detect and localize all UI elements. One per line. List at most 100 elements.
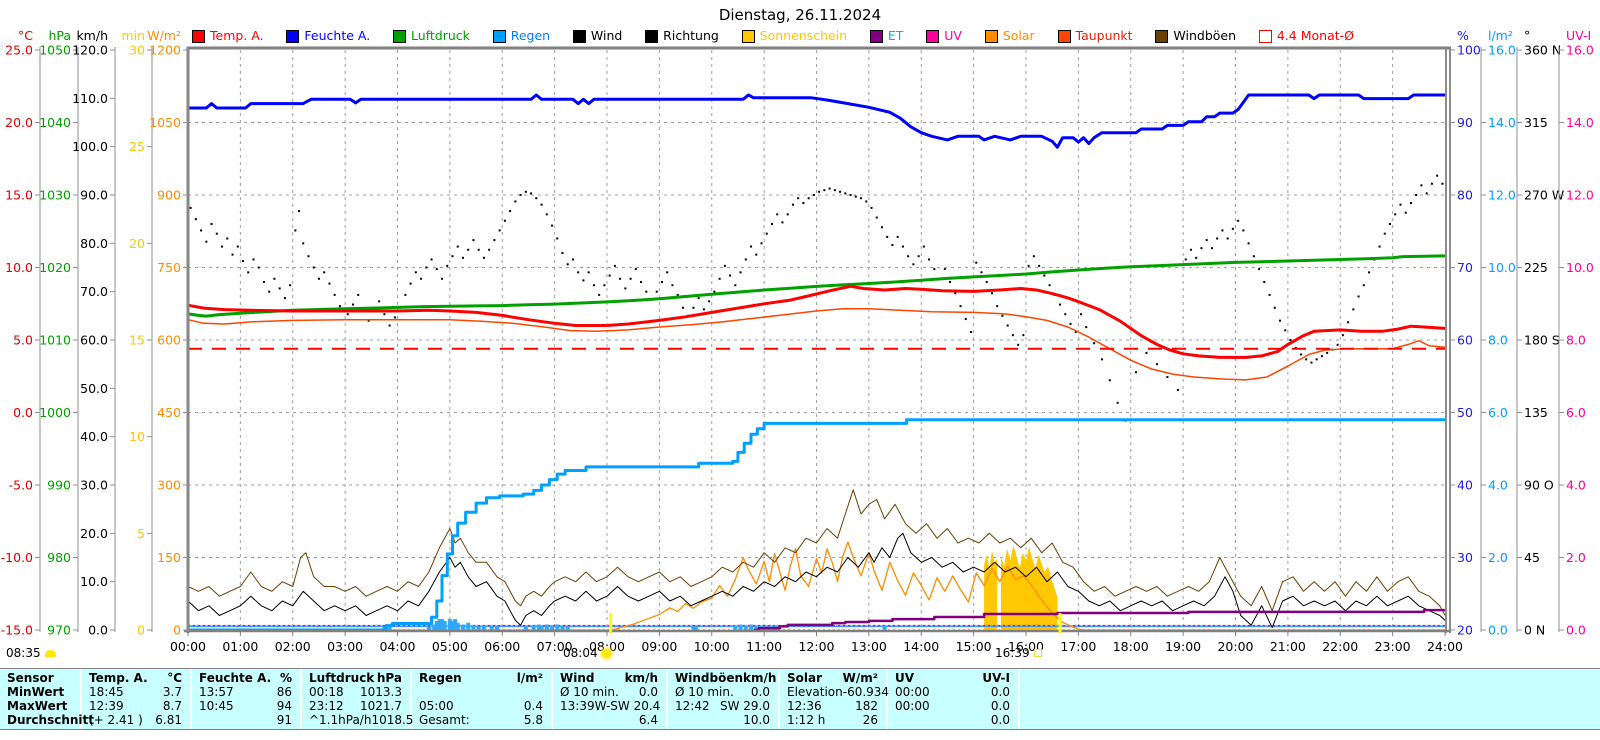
- axis-tick-label: 8.0: [1488, 333, 1508, 348]
- axis-tick-label: 1200: [149, 43, 181, 58]
- series-taupunkt: [187, 308, 1446, 381]
- axis-tick-label: 135: [1524, 405, 1548, 420]
- axis-tick-label: 10.0: [1566, 260, 1594, 275]
- table-cell-row: 10.0: [743, 713, 770, 727]
- axis-tick-label: 2.0: [1566, 550, 1586, 565]
- table-cell-row: 23:12 1021.7: [309, 699, 402, 713]
- table-col-regen: Regen l/m² 05:00 0.4 Gesamt: 5.8: [412, 669, 553, 729]
- x-axis-labels: 00:00 01:00 02:00 03:00 04:00 05:00 06:00 07:00…: [170, 639, 1463, 654]
- table-col-feuchte-a: Feuchte A.% 13:57 86 10:45 94 91: [192, 669, 302, 729]
- axis-tick-label: 90.0: [80, 188, 108, 203]
- x-axis-tick-label: 17:00: [1060, 639, 1096, 654]
- axis-tick-label: 180 S: [1524, 333, 1560, 348]
- axis-tick-label: 50: [1457, 405, 1473, 420]
- table-col-header: UV UV-I: [895, 671, 1010, 685]
- summary-table: Sensor MinWert MaxWert Durchschnitt Temp. A.…: [0, 668, 1600, 730]
- table-cell-row: 12:36 182: [787, 699, 878, 713]
- legend-item-richtung: Richtung: [645, 29, 719, 43]
- axis-tick-label: 150: [157, 550, 181, 565]
- x-axis-tick-label: 07:00: [537, 639, 573, 654]
- axis-title: l/m²: [1488, 28, 1513, 43]
- axis-tick-label: 6.0: [1566, 405, 1586, 420]
- legend-label: UV: [944, 28, 962, 43]
- axis-tick-label: 1010: [39, 333, 71, 348]
- axis-tick-label: 25: [129, 139, 145, 154]
- x-axis-tick-label: 04:00: [379, 639, 415, 654]
- table-col-wind: Wind km/h Ø 10 min. 0.0 13:39 W-SW 20.4 6.4: [553, 669, 668, 729]
- x-axis-tick-label: 05:00: [432, 639, 468, 654]
- axis-tick-label: 60.0: [80, 333, 108, 348]
- table-cell-row: 00:00 0.0: [895, 685, 1010, 699]
- axis-tick-label: 14.0: [1488, 115, 1516, 130]
- legend-swatch-windb-en: [1155, 29, 1169, 43]
- legend-label: Feuchte A.: [304, 28, 371, 43]
- axis-tick-label: 10.0: [5, 260, 33, 275]
- axis-tick-label: 10: [129, 429, 145, 444]
- axis-tick-label: 14.0: [1566, 115, 1594, 130]
- legend-swatch-regen: [492, 29, 506, 43]
- axis-tick-label: 120.0: [72, 43, 108, 58]
- axis-tick-label: 2.0: [1488, 550, 1508, 565]
- axis-title: °C: [18, 28, 33, 43]
- axis-tick-label: 5: [137, 526, 145, 541]
- legend-item-sonnenschein: Sonnenschein: [741, 29, 847, 43]
- axis-tick-label: 900: [157, 188, 181, 203]
- table-row-label: MinWert: [7, 685, 65, 699]
- axis-hpa: 1050 1040 1030 1020 1010 1000 990 980 970 hPa: [39, 28, 79, 638]
- table-cell-row: 05:00 0.4: [419, 699, 543, 713]
- axis-tick-label: 8.0: [1566, 333, 1586, 348]
- legend-swatch-et: [869, 29, 883, 43]
- x-axis-tick-label: 06:00: [484, 639, 520, 654]
- axis-tick-label: 4.0: [1488, 478, 1508, 493]
- axis-tick-label: 70.0: [80, 284, 108, 299]
- axis-tick-label: 5.0: [13, 333, 33, 348]
- axis-w-m: 1200 1050 900 750 600 450 300 150 0 W/m²: [147, 28, 189, 638]
- legend-swatch-sonnenschein: [741, 29, 755, 43]
- series-temp: [187, 284, 1446, 359]
- sunset-icon: [1033, 649, 1042, 657]
- legend-item-windb-en: Windböen: [1155, 29, 1236, 43]
- table-col-header: Wind km/h: [560, 671, 658, 685]
- moonset-marker: 08:35: [6, 646, 56, 660]
- table-cell-row: 0.0: [990, 713, 1010, 727]
- axis-tick-label: 970: [47, 623, 71, 638]
- table-col-header: Solar W/m²: [787, 671, 878, 685]
- legend-label: Luftdruck: [411, 28, 470, 43]
- axis-: 360 N 315 270 W 225 180 S 135 90 O 45 0 N °: [1516, 28, 1564, 638]
- legend-item-wind: Wind: [572, 29, 622, 43]
- axis-tick-label: 30.0: [80, 478, 108, 493]
- axis-tick-label: 50.0: [80, 381, 108, 396]
- sunset-marker: 16:39: [995, 646, 1042, 660]
- x-axis-tick-label: 14:00: [903, 639, 939, 654]
- legend-label: Taupunkt: [1075, 28, 1133, 43]
- legend-item-luftdruck: Luftdruck: [393, 29, 470, 43]
- table-cell-row: ^1.1hPa/h 1018.5: [309, 713, 414, 727]
- x-axis-tick-label: 15:00: [956, 639, 992, 654]
- axis-min: 30 25 20 15 10 5 0 min: [121, 28, 153, 638]
- table-cell-row: 00:00 0.0: [895, 699, 1010, 713]
- x-axis-tick-label: 23:00: [1375, 639, 1411, 654]
- axis-tick-label: 0 N: [1524, 623, 1545, 638]
- axis-tick-label: 16.0: [1566, 43, 1594, 58]
- axis-tick-label: 1030: [39, 188, 71, 203]
- axis-tick-label: 100: [1457, 43, 1481, 58]
- legend-swatch-feuchte-a: [286, 29, 300, 43]
- table-row-label: MaxWert: [7, 699, 68, 713]
- x-axis-tick-label: 00:00: [170, 639, 206, 654]
- series-richtung: [189, 174, 1444, 422]
- axis-tick-label: -5.0: [9, 478, 33, 493]
- series-windboeen: [187, 489, 1446, 616]
- axis-tick-label: 750: [157, 260, 181, 275]
- axis-tick-label: 0.0: [1488, 623, 1508, 638]
- axis-tick-label: 0.0: [88, 623, 108, 638]
- axis-tick-label: 15.0: [5, 188, 33, 203]
- table-cell-row: 10:45 94: [199, 699, 292, 713]
- axis-tick-label: 100.0: [72, 139, 108, 154]
- axis-title: min: [121, 28, 145, 43]
- moonset-icon: [44, 649, 56, 657]
- sunrise-time: 08:04: [563, 646, 598, 660]
- axis-tick-label: 0.0: [1566, 623, 1586, 638]
- legend-swatch-luftdruck: [393, 29, 407, 43]
- axis-tick-label: 80.0: [80, 236, 108, 251]
